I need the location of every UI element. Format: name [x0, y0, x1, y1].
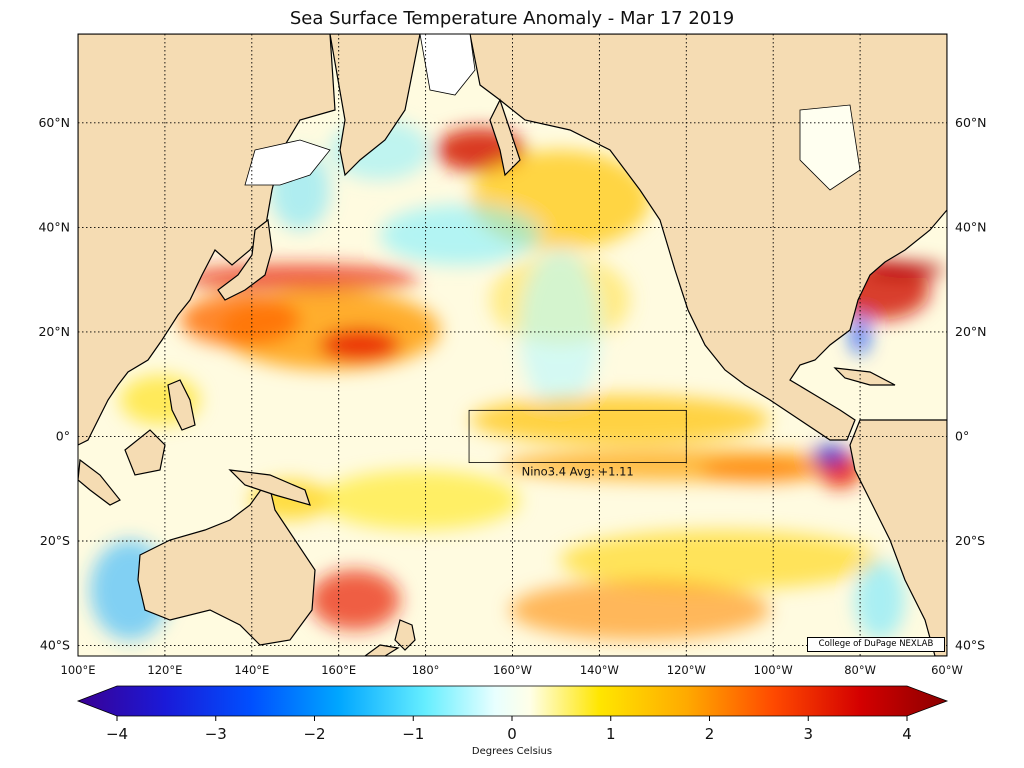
sumatra	[78, 458, 121, 506]
lat-tick-label: 20°N	[955, 324, 987, 339]
japan	[217, 218, 273, 301]
south-america	[849, 419, 947, 656]
lat-tick-label: 60°N	[38, 115, 70, 130]
anomaly-field	[90, 120, 945, 640]
lat-tick-label: 20°S	[955, 533, 985, 548]
lon-tick-label: 120°E	[147, 663, 182, 677]
lon-tick-label: 100°W	[754, 663, 793, 677]
lon-tick-label: 140°W	[580, 663, 619, 677]
lat-tick-label: 0°	[56, 428, 70, 443]
new-zealand-south	[363, 644, 400, 656]
lon-tick-label: 140°E	[234, 663, 269, 677]
lon-tick-label: 60°W	[931, 663, 963, 677]
lat-labels-right: 60°N 40°N 20°N 0° 20°S 40°S	[955, 115, 987, 653]
credit-label: College of DuPage NEXLAB	[807, 637, 945, 652]
new-zealand-north	[394, 619, 416, 651]
map-area	[78, 34, 947, 656]
map-border	[77, 33, 948, 657]
lat-tick-label: 40°N	[38, 219, 70, 234]
australia	[137, 478, 316, 646]
colorbar-tick-label: 4	[902, 725, 912, 743]
colorbar-ticks: −4 −3 −2 −1 0 1 2 3 4	[106, 716, 912, 743]
colorbar-tick-label: 1	[606, 725, 616, 743]
colorbar-tick-label: −2	[303, 725, 325, 743]
nino34-annotation: Nino3.4 Avg: +1.11	[522, 465, 634, 479]
lon-tick-label: 160°E	[321, 663, 356, 677]
graticule	[78, 34, 947, 656]
lon-labels: 100°E 120°E 140°E 160°E 180° 160°W 140°W 120°W 1…	[61, 663, 963, 677]
colorbar-label: Degrees Celsius	[472, 746, 552, 757]
sea-ice	[244, 34, 861, 191]
colorbar-tick-label: −1	[402, 725, 424, 743]
borneo	[124, 429, 166, 476]
kamchatka	[329, 34, 421, 177]
asia-landmass	[78, 34, 336, 446]
lat-tick-label: 20°N	[38, 324, 70, 339]
colorbar-tick-label: 2	[705, 725, 715, 743]
alaska-peninsula	[489, 98, 521, 177]
colorbar: −4 −3 −2 −1 0 1 2 3 4 Degrees Celsius	[76, 685, 949, 757]
nino34-region-box	[468, 409, 687, 464]
lon-tick-label: 160°W	[493, 663, 532, 677]
colorbar-body	[76, 685, 949, 717]
colorbar-tick-label: 0	[507, 725, 517, 743]
lat-labels-left: 60°N 40°N 20°N 0° 20°S 40°S	[38, 115, 70, 653]
lat-tick-label: 40°N	[955, 219, 987, 234]
lon-tick-label: 80°W	[844, 663, 876, 677]
colorbar-tick-label: −4	[106, 725, 128, 743]
land-masses	[78, 34, 947, 656]
lon-tick-label: 100°E	[61, 663, 96, 677]
lon-tick-label: 120°W	[667, 663, 706, 677]
new-guinea	[228, 469, 311, 506]
lat-tick-label: 60°N	[955, 115, 987, 130]
lat-tick-label: 40°S	[955, 638, 985, 653]
philippines	[167, 379, 196, 431]
map-title: Sea Surface Temperature Anomaly - Mar 17…	[289, 8, 735, 29]
lat-tick-label: 0°	[955, 428, 969, 443]
lat-tick-label: 20°S	[40, 533, 70, 548]
colorbar-tick-label: −3	[205, 725, 227, 743]
cuba	[833, 367, 896, 386]
colorbar-tick-label: 3	[803, 725, 813, 743]
lat-tick-label: 40°S	[40, 638, 70, 653]
lon-tick-label: 180°	[412, 663, 440, 677]
